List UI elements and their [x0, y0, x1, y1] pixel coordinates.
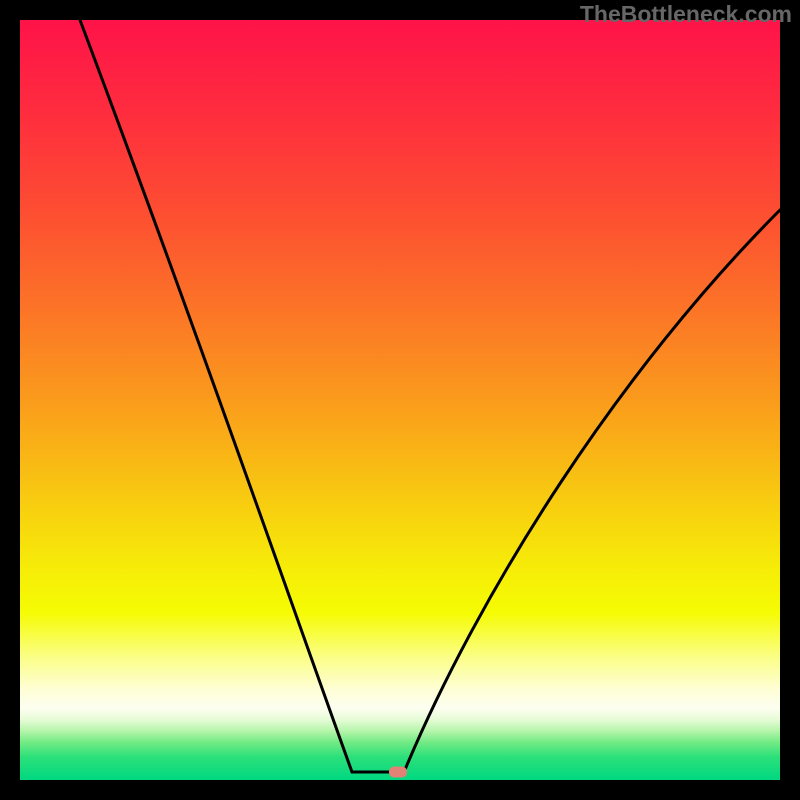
- watermark-text: TheBottleneck.com: [580, 1, 792, 28]
- optimum-marker: [389, 767, 407, 778]
- chart-canvas: [0, 0, 800, 800]
- plot-background: [20, 20, 780, 780]
